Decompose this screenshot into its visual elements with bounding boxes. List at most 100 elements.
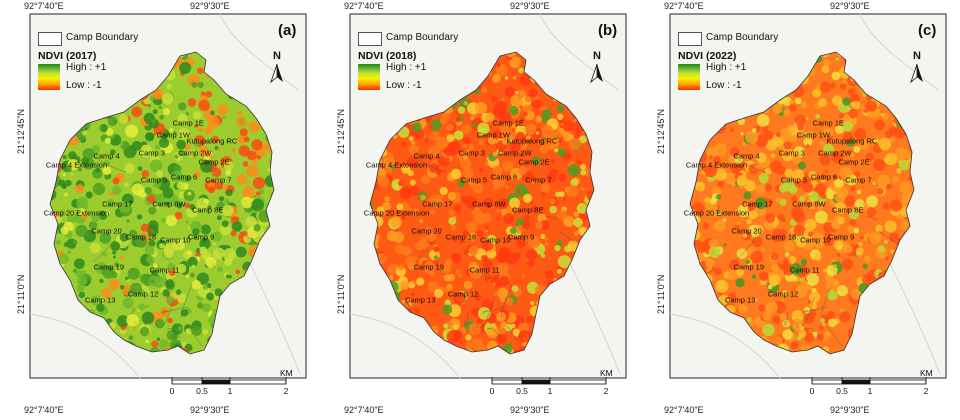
camp-label: Camp 6 [490,172,518,182]
map-panel-c: 92°7'40"E 92°9'30"E 92°7'40"E 92°9'30"E 21°1… [640,0,960,420]
camp-label: Camp 2W [818,148,852,158]
scale-tick-label: 1 [547,386,553,396]
camp-label: Camp 9 [828,232,855,242]
camp-label: Camp 6 [810,172,838,182]
camp-label: Camp 4 Extension [685,160,748,170]
ndvi-low-label: Low : -1 [386,80,422,91]
camp-label: Camp 5 [460,175,488,185]
camp-label: Camp 13 [724,295,756,305]
camp-label: Camp 12 [447,289,479,299]
camp-label: Camp 4 [93,151,120,161]
scale-tick-label: 0 [809,386,815,396]
study-area-outline [689,51,915,355]
camp-label: Camp 9 [508,232,535,242]
camp-label: Camp 20 [411,226,442,236]
scale-tick-label: 2 [923,386,929,396]
camp-label: Camp 2W [498,148,532,158]
camp-label: Camp 12 [767,289,799,299]
coord-left-lower: 21°11'0"N [16,274,26,314]
ndvi-color-ramp [358,64,380,90]
camp-label: Camp 3 [778,148,805,158]
north-label: N [273,50,281,62]
coord-left-upper: 21°12'45"N [656,108,666,154]
camp-label: Camp 1E [812,118,844,128]
scale-tick-label: 2 [603,386,609,396]
camp-boundary-swatch [38,32,62,46]
camp-label: Camp 8E [512,205,544,215]
panel-label: (a) [278,22,297,39]
north-arrow-icon [910,63,923,84]
scale-tick-label: 0.5 [516,386,528,396]
camp-label: Camp 17 [742,199,773,209]
camp-boundary-label: Camp Boundary [706,32,779,43]
camp-label: Camp 4 [733,151,760,161]
coord-bottom-left: 92°7'40"E [664,405,704,415]
camp-label: Camp 1W [796,130,830,140]
camp-label: Camp 8W [472,199,506,209]
ndvi-title: NDVI (2018) [358,50,417,62]
map-canvas [669,13,947,385]
north-label: N [593,50,601,62]
camp-label: Camp 6 [170,172,198,182]
coord-left-lower: 21°11'0"N [336,274,346,314]
camp-label: Camp 2E [518,157,550,167]
camp-label: Camp 2E [198,157,230,167]
scale-bar [491,377,607,385]
coord-left-upper: 21°12'45"N [336,108,346,154]
coord-top-right: 92°9'30"E [830,1,870,11]
coord-bottom-right: 92°9'30"E [190,405,230,415]
camp-boundary-label: Camp Boundary [386,32,459,43]
camp-label: Camp 18 [765,232,797,242]
coord-bottom-right: 92°9'30"E [510,405,550,415]
camp-label: Camp 3 [458,148,485,158]
ndvi-low-label: Low : -1 [706,80,742,91]
north-arrow-icon [270,63,283,84]
coord-left-upper: 21°12'45"N [16,108,26,154]
scale-tick-label: 0.5 [836,386,848,396]
camp-label: Camp 4 Extension [45,160,108,170]
ndvi-color-ramp [678,64,700,90]
ndvi-title: NDVI (2022) [678,50,737,62]
scale-tick-label: 0 [489,386,495,396]
scale-bar [171,377,287,385]
camp-label: Camp 13 [84,295,116,305]
scale-unit-label: KM [600,368,613,378]
coord-bottom-left: 92°7'40"E [24,405,64,415]
map-canvas [349,13,627,385]
camp-label: Camp 11 [149,265,180,275]
camp-label: Camp 1E [492,118,524,128]
coord-top-left: 92°7'40"E [344,1,384,11]
ndvi-color-ramp [38,64,60,90]
camp-label: Camp 4 [413,151,440,161]
camp-label: Camp 2W [178,148,212,158]
camp-label: Camp 19 [93,262,125,272]
scale-unit-label: KM [280,368,293,378]
scale-tick-label: 2 [283,386,289,396]
camp-label: Camp 4 Extension [365,160,428,170]
camp-label: Camp 7 [205,175,232,185]
study-area-outline [49,51,275,355]
camp-label: Camp 10 [160,235,191,245]
scale-unit-label: KM [920,368,933,378]
camp-label: Camp 13 [404,295,436,305]
camp-label: Camp 5 [140,175,168,185]
camp-label: Kutupalong RC [506,136,558,146]
north-arrow-icon [590,63,603,84]
scale-tick-label: 1 [227,386,233,396]
scale-tick-label: 1 [867,386,873,396]
camp-label: Camp 1E [172,118,204,128]
camp-boundary-swatch [678,32,702,46]
coord-top-right: 92°9'30"E [510,1,550,11]
coord-left-lower: 21°11'0"N [656,274,666,314]
camp-label: Camp 2E [838,157,870,167]
camp-boundary-swatch [358,32,382,46]
map-panel-b: 92°7'40"E 92°9'30"E 92°7'40"E 92°9'30"E 21°1… [320,0,640,420]
camp-label: Camp 11 [789,265,820,275]
camp-label: Camp 8W [792,199,826,209]
scale-tick-label: 0 [169,386,175,396]
camp-label: Camp 19 [733,262,765,272]
ndvi-title: NDVI (2017) [38,50,97,62]
camp-label: Camp 20 Extension [683,208,750,218]
camp-label: Camp 17 [422,199,453,209]
camp-label: Camp 12 [127,289,159,299]
